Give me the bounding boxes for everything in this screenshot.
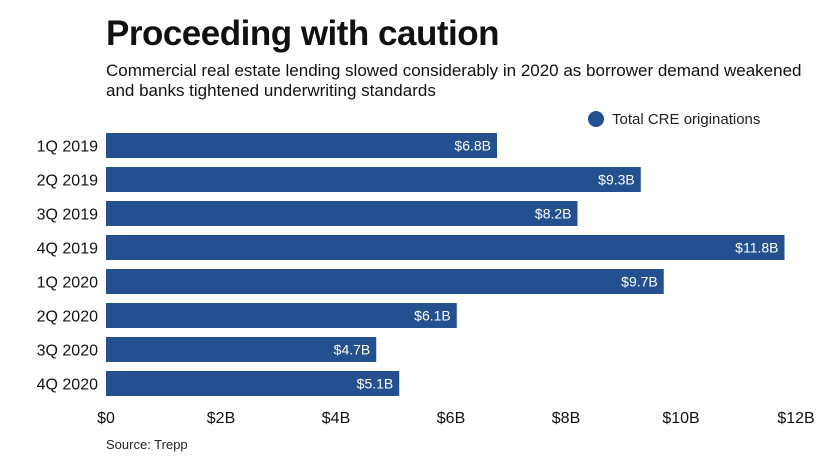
x-tick-label: $4B (322, 410, 350, 427)
bar (106, 371, 400, 396)
category-label: 1Q 2020 (37, 275, 98, 292)
bar (106, 235, 785, 260)
x-tick-label: $12B (777, 410, 814, 427)
category-label: 3Q 2019 (37, 207, 98, 224)
bar (106, 303, 457, 328)
x-tick-label: $8B (552, 410, 580, 427)
bar-value-label: $6.8B (454, 138, 491, 154)
legend: Total CRE originations (588, 109, 760, 129)
bar (106, 269, 664, 294)
bar (106, 337, 377, 362)
category-label: 4Q 2020 (37, 377, 98, 394)
x-tick-label: $0 (97, 410, 115, 427)
bar (106, 133, 497, 158)
category-label: 3Q 2020 (37, 343, 98, 360)
legend-swatch (588, 111, 604, 127)
bar (106, 201, 578, 226)
x-tick-label: $2B (207, 410, 235, 427)
x-tick-label: $6B (437, 410, 465, 427)
bar-value-label: $8.2B (535, 206, 572, 222)
bar-value-label: $6.1B (414, 308, 451, 324)
category-label: 2Q 2020 (37, 309, 98, 326)
bar-value-label: $5.1B (357, 376, 394, 392)
bar-value-label: $9.7B (621, 274, 658, 290)
bar-value-label: $11.8B (735, 240, 778, 256)
source-note: Source: Trepp (106, 437, 188, 452)
bar-value-label: $4.7B (334, 342, 371, 358)
bar (106, 167, 641, 192)
category-label: 4Q 2019 (37, 241, 98, 258)
category-label: 2Q 2019 (37, 173, 98, 190)
x-tick-label: $10B (662, 410, 699, 427)
bar-value-label: $9.3B (598, 172, 635, 188)
category-label: 1Q 2019 (37, 139, 98, 156)
chart-title: Proceeding with caution (106, 14, 499, 53)
chart-subtitle: Commercial real estate lending slowed co… (106, 61, 802, 100)
legend-label: Total CRE originations (612, 110, 761, 128)
